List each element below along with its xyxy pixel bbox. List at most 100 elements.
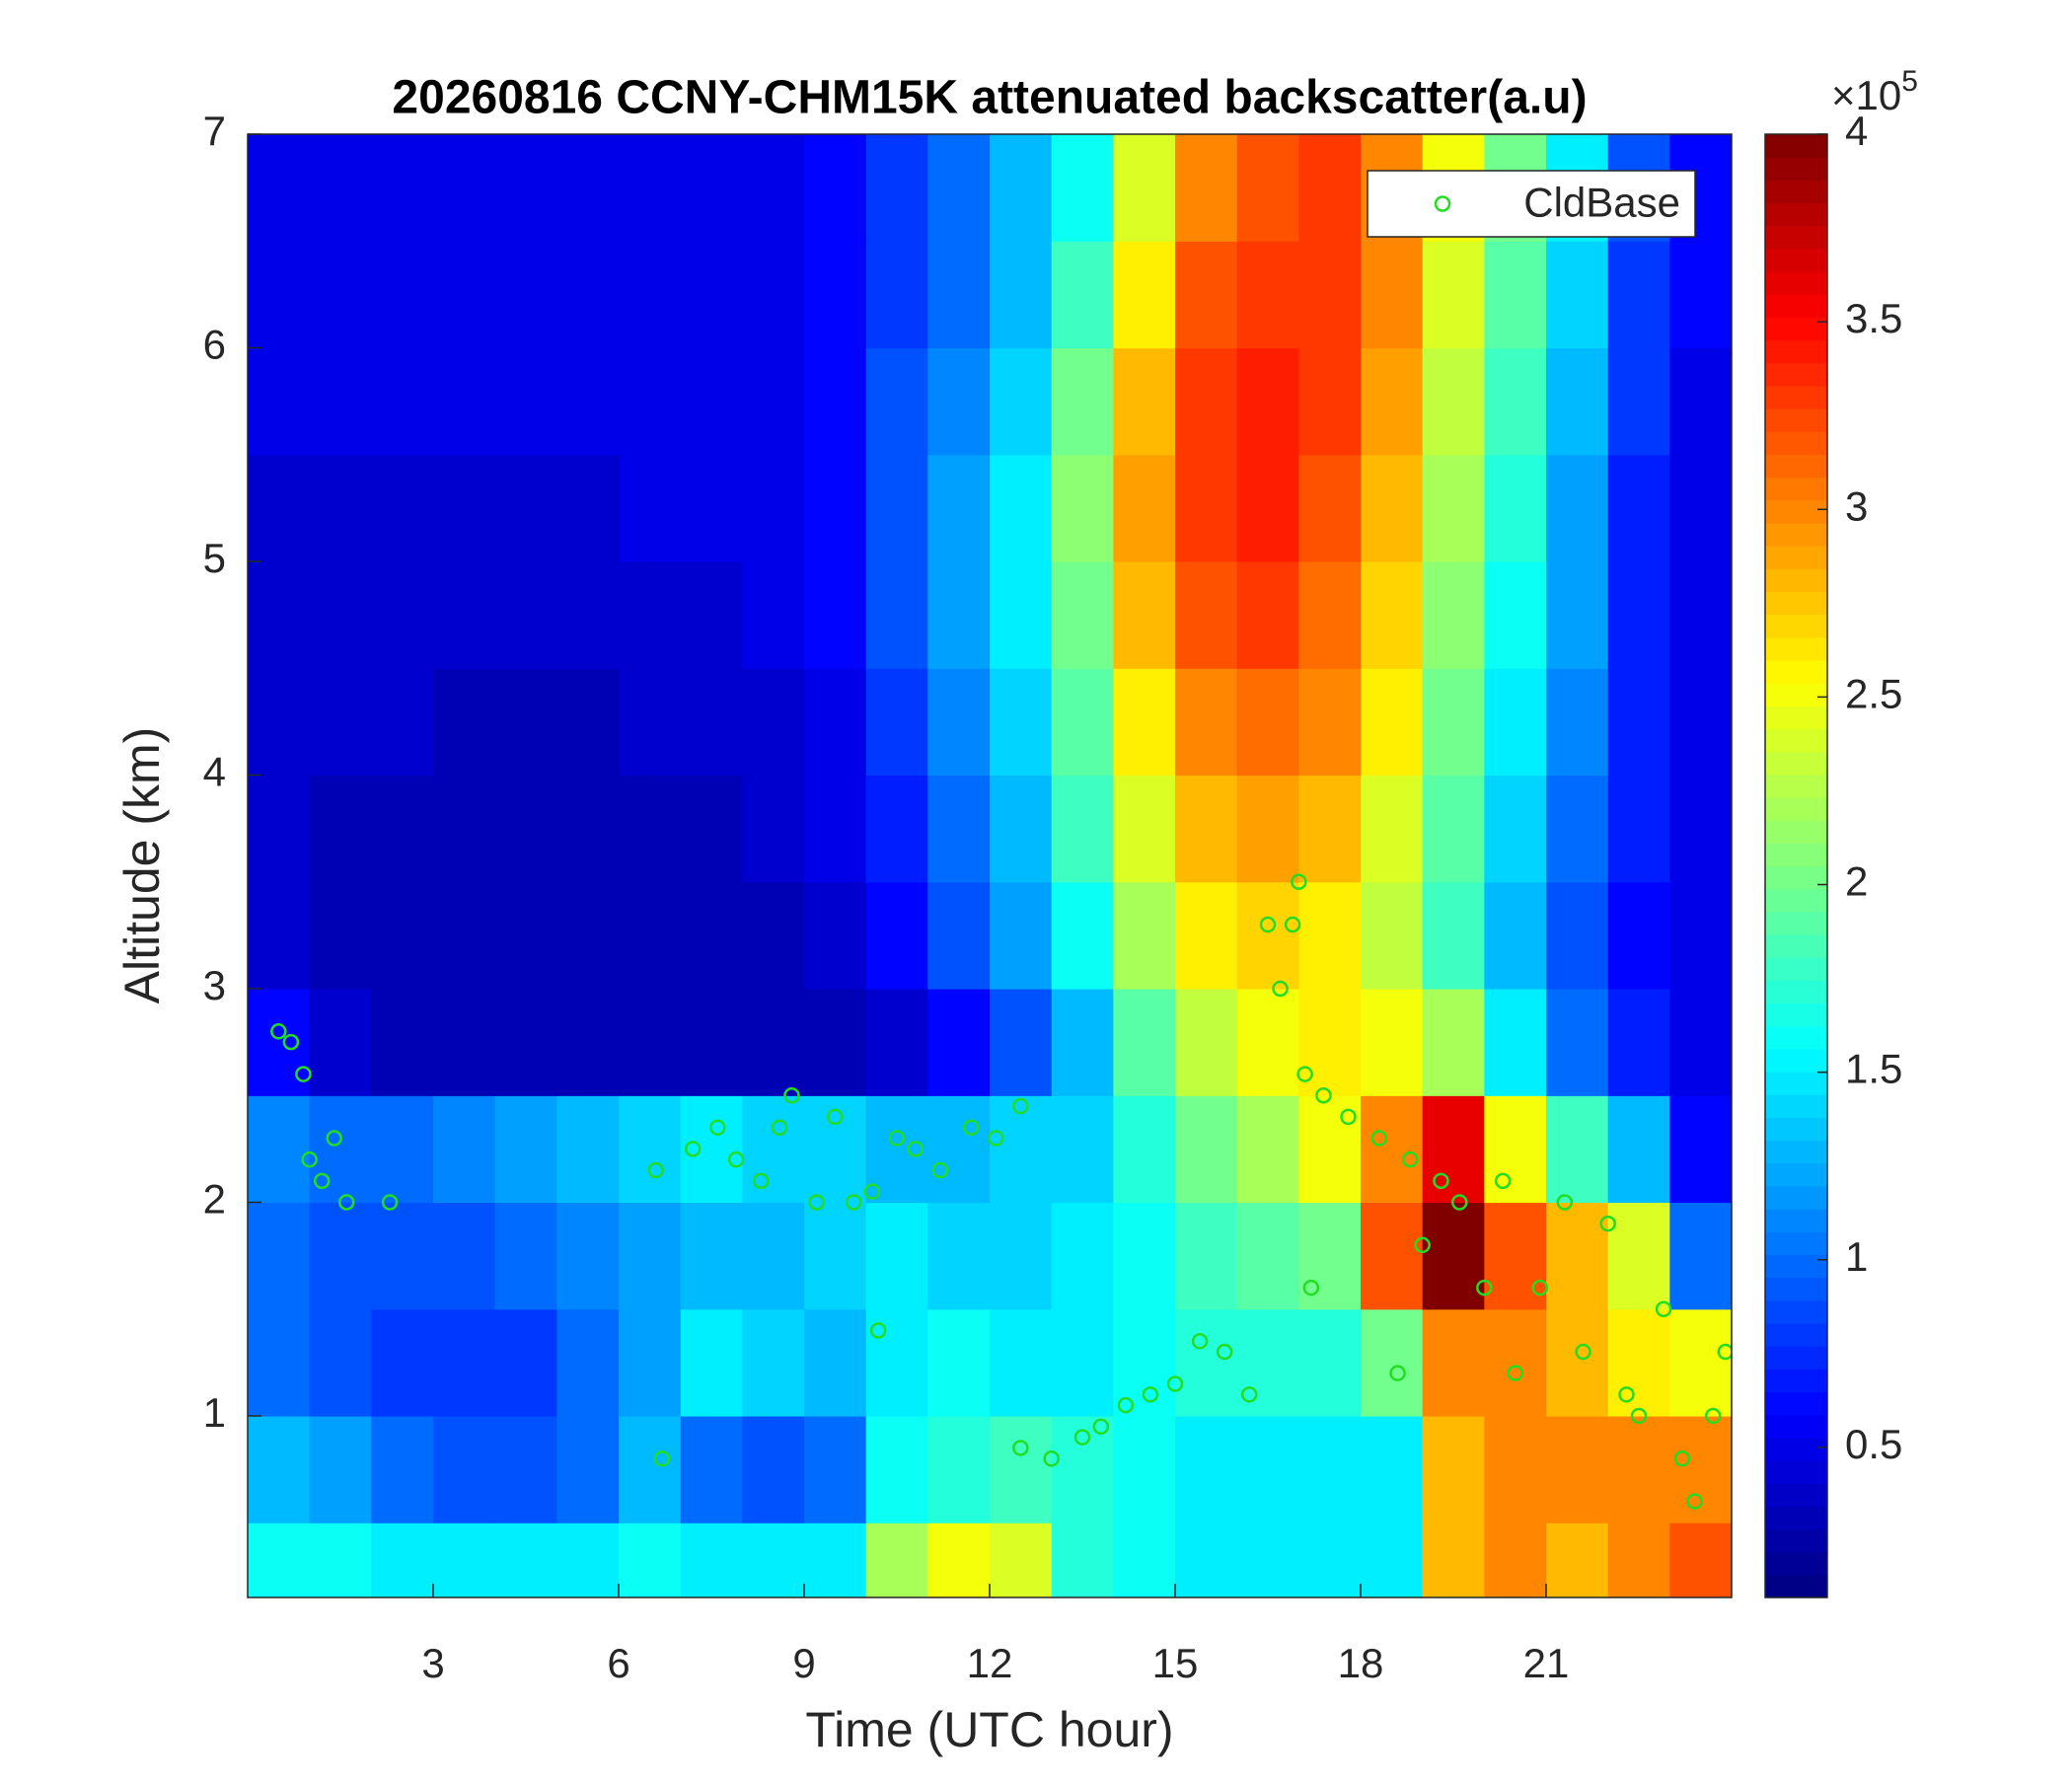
- heatmap-cell: [1669, 881, 1732, 990]
- heatmap-cell: [1175, 1415, 1238, 1523]
- colorbar-swatch: [1765, 1072, 1827, 1095]
- heatmap-cell: [619, 881, 682, 990]
- heatmap-cell: [309, 1095, 372, 1204]
- colorbar-swatch: [1765, 728, 1827, 753]
- heatmap-cell: [1051, 988, 1114, 1096]
- heatmap-cell: [1422, 241, 1485, 349]
- heatmap-cell: [1113, 1095, 1176, 1204]
- colorbar-swatch: [1765, 1528, 1827, 1553]
- cloud-base-point: [1012, 1097, 1029, 1115]
- heatmap-cell: [619, 560, 682, 669]
- multiplier-base: ×10: [1831, 72, 1901, 118]
- heatmap-cell: [865, 241, 928, 349]
- heatmap-cell: [1051, 1522, 1114, 1597]
- heatmap-cell: [1546, 1202, 1609, 1310]
- heatmap-cell: [1236, 988, 1299, 1096]
- heatmap-cell: [1361, 881, 1424, 990]
- heatmap-cell: [990, 1095, 1053, 1204]
- heatmap-cell: [1361, 775, 1424, 883]
- heatmap-cell: [433, 1095, 496, 1204]
- heatmap-cell: [1236, 1415, 1299, 1523]
- cloud-base-point: [1340, 1108, 1357, 1126]
- cloud-base-point: [907, 1141, 925, 1157]
- cloud-base-point: [752, 1172, 770, 1190]
- heatmap-cell: [1361, 1308, 1424, 1417]
- heatmap-cell: [990, 1415, 1053, 1523]
- cloud-base-point: [1370, 1130, 1388, 1147]
- heatmap-cell: [371, 1415, 434, 1523]
- heatmap-cell: [248, 1202, 311, 1310]
- heatmap-cell: [1484, 1308, 1547, 1417]
- cloud-base-point: [1092, 1418, 1110, 1436]
- cloud-base-point: [1704, 1407, 1722, 1425]
- heatmap-cell: [1484, 775, 1547, 883]
- heatmap-cell: [248, 241, 311, 349]
- heatmap-cell: [371, 668, 434, 777]
- heatmap-cell: [1175, 1308, 1238, 1417]
- heatmap-cell: [433, 668, 496, 777]
- heatmap-cell: [556, 134, 620, 242]
- cloud-base-point: [1556, 1194, 1574, 1211]
- heatmap-cell: [494, 560, 557, 669]
- colorbar-swatch: [1765, 1185, 1827, 1210]
- heatmap-cell: [1236, 1522, 1299, 1597]
- cloud-base-point: [1191, 1332, 1209, 1350]
- cloud-base-point: [1575, 1343, 1591, 1361]
- heatmap-cell: [1298, 241, 1362, 349]
- heatmap-cell: [1422, 775, 1485, 883]
- heatmap-cell: [556, 1202, 620, 1310]
- heatmap-cell: [927, 1095, 991, 1204]
- colorbar-swatch: [1765, 957, 1827, 981]
- heatmap-cell: [371, 347, 434, 456]
- colorbar-swatch: [1765, 271, 1827, 295]
- heatmap-cell: [1484, 1522, 1547, 1597]
- heatmap-cell: [990, 775, 1053, 883]
- heatmap-cell: [619, 241, 682, 349]
- heatmap-cell: [1546, 1522, 1609, 1597]
- cloud-base-point: [1414, 1236, 1431, 1254]
- heatmap-cell: [1175, 881, 1238, 990]
- heatmap-cell: [1422, 560, 1485, 669]
- x-tick-label: 15: [1152, 1640, 1199, 1686]
- heatmap-cell: [433, 1308, 496, 1417]
- heatmap-cell: [865, 454, 928, 562]
- cloud-base-point: [301, 1150, 318, 1168]
- cloud-base-point: [1389, 1365, 1406, 1381]
- cloud-base-point: [1296, 1066, 1313, 1082]
- colorbar-swatch: [1765, 843, 1827, 867]
- heatmap-cell: [865, 881, 928, 990]
- heatmap-cell: [619, 1308, 682, 1417]
- heatmap-cell: [556, 241, 620, 349]
- heatmap-cell: [1298, 560, 1362, 669]
- heatmap-cell: [1113, 775, 1176, 883]
- colorbar-swatch: [1765, 339, 1827, 364]
- y-tick-label: 1: [203, 1389, 226, 1436]
- heatmap-cell: [1236, 1308, 1299, 1417]
- heatmap-cell: [804, 1308, 867, 1417]
- heatmap-cell: [494, 1095, 557, 1204]
- heatmap-cell: [804, 668, 867, 777]
- heatmap-cell: [742, 1308, 805, 1417]
- cloud-base-point: [988, 1130, 1004, 1147]
- heatmap-cell: [1175, 134, 1238, 242]
- cloud-base-point: [931, 1161, 949, 1179]
- heatmap-cell: [433, 881, 496, 990]
- heatmap-cell: [1484, 988, 1547, 1096]
- heatmap-cell: [865, 1202, 928, 1310]
- colorbar-swatch: [1765, 1437, 1827, 1461]
- heatmap-cell: [1422, 1095, 1485, 1204]
- heatmap-cell: [433, 241, 496, 349]
- cloud-base-point: [1451, 1194, 1468, 1211]
- cloud-base-point: [888, 1130, 906, 1147]
- colorbar-swatch: [1765, 362, 1827, 387]
- heatmap-cell: [865, 1522, 928, 1597]
- heatmap-cell: [371, 454, 434, 562]
- cloud-base-point: [1655, 1300, 1672, 1317]
- heatmap-cell: [680, 1415, 743, 1523]
- heatmap-cell: [990, 988, 1053, 1096]
- colorbar-swatch: [1765, 980, 1827, 1004]
- heatmap-cell: [494, 1308, 557, 1417]
- heatmap-cell: [742, 881, 805, 990]
- heatmap-cell: [309, 1308, 372, 1417]
- colorbar-tick-label: 0.5: [1845, 1421, 1902, 1467]
